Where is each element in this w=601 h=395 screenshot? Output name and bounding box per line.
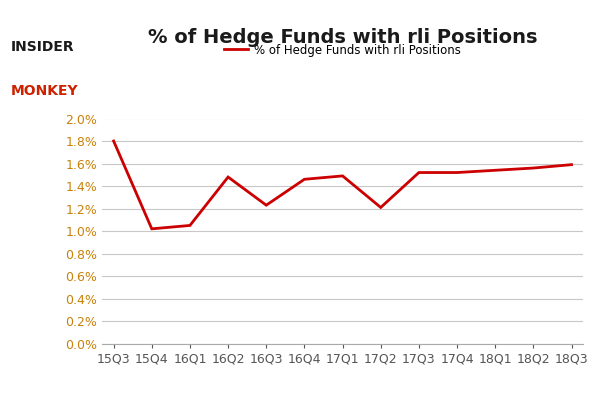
Legend: % of Hedge Funds with rli Positions: % of Hedge Funds with rli Positions <box>219 39 466 61</box>
Text: INSIDER: INSIDER <box>10 40 74 54</box>
Text: MONKEY: MONKEY <box>10 84 78 98</box>
Text: % of Hedge Funds with rli Positions: % of Hedge Funds with rli Positions <box>148 28 537 47</box>
